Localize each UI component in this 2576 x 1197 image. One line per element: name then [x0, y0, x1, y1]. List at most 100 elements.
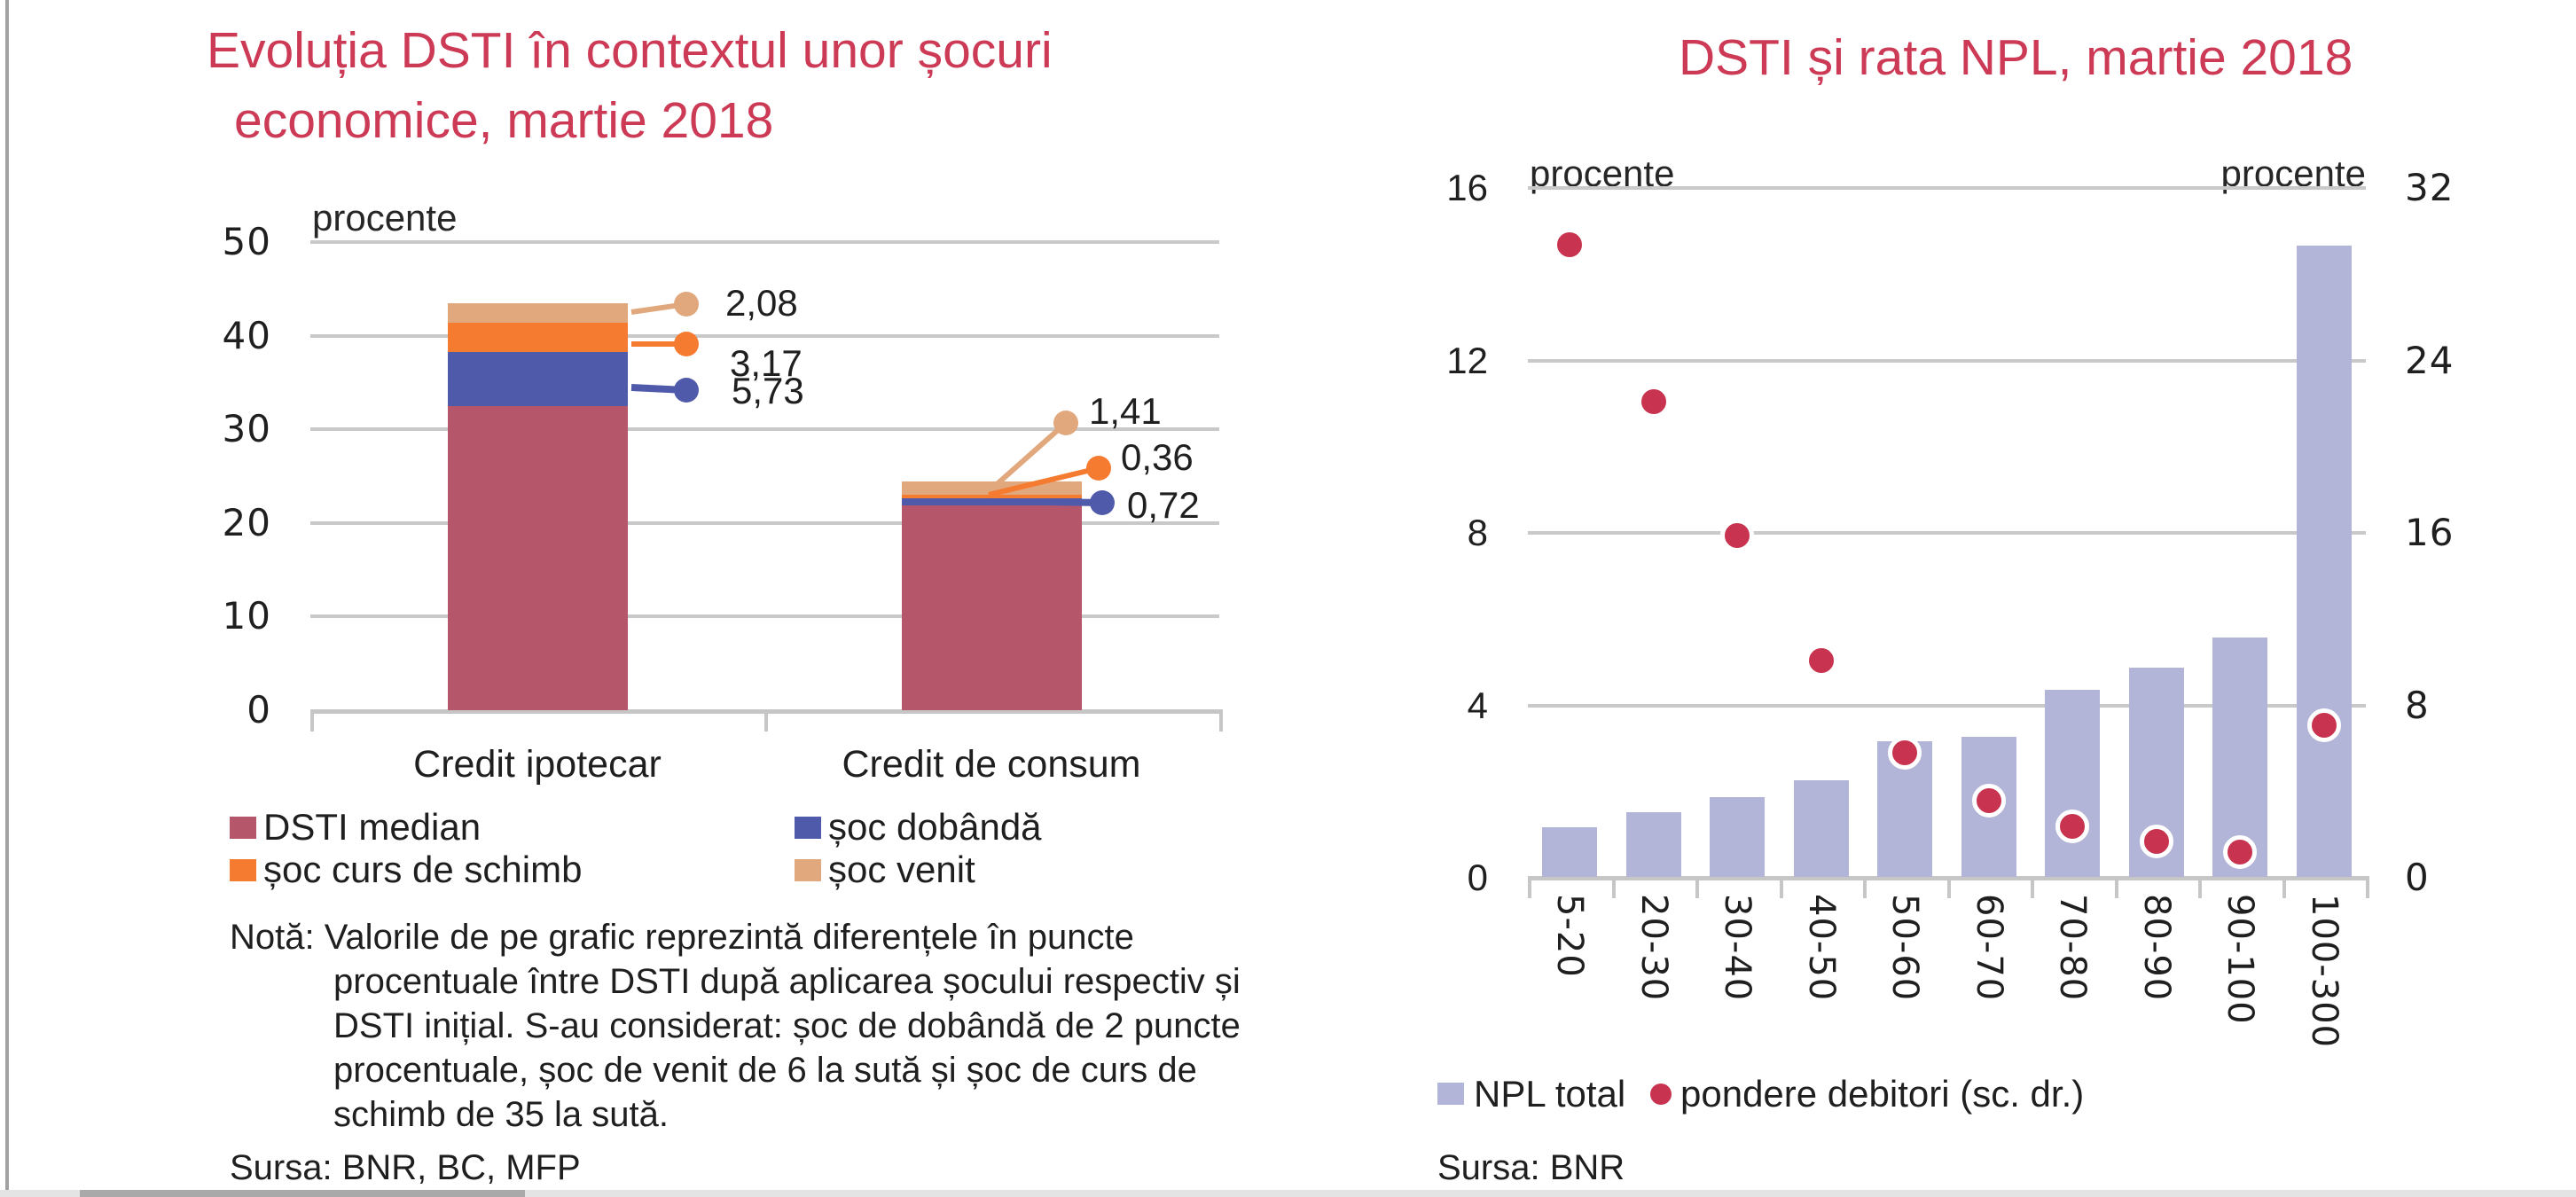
x-category-label: 40-50: [1801, 894, 1842, 1002]
left-axis-tick-label: 12: [1446, 339, 1488, 381]
legend-label-DSTI median: DSTI median: [263, 806, 482, 848]
note-line: DSTI inițial. S-au considerat: șoc de do…: [333, 1006, 1241, 1045]
data-label: 1,41: [1089, 390, 1162, 432]
bar-100-300: [2297, 246, 2352, 877]
note-line: Notă: Valorile de pe grafic reprezintă d…: [230, 918, 1134, 957]
scatter-point-20-30: [1637, 385, 1671, 419]
left-axis-tick-label: 8: [1467, 512, 1488, 554]
grid-line: [1528, 703, 2366, 708]
grid-line: [310, 240, 1219, 244]
right-chart-title: DSTI și rata NPL, martie 2018: [1679, 29, 2353, 86]
bar-segment-șoc dobândă: [447, 352, 628, 406]
x-axis-tick: [2366, 876, 2369, 898]
horizontal-scrollbar-thumb[interactable]: [80, 1190, 525, 1197]
data-label: 3,17: [730, 342, 803, 384]
bar-20-30: [1626, 812, 1681, 877]
x-category-label: 70-80: [2052, 894, 2093, 1002]
y-axis-tick-label: 20: [222, 500, 271, 544]
y-axis-tick-label: 50: [222, 220, 271, 263]
x-axis-tick: [2198, 876, 2202, 898]
bar-segment-DSTI median: [447, 405, 628, 710]
left-chart-category-2: Credit de consum: [842, 743, 1141, 786]
data-label-marker-șoc curs de schimb: [674, 332, 699, 356]
legend-label-npl-total: NPL total: [1474, 1073, 1626, 1115]
bar-5-20: [1542, 827, 1597, 877]
x-axis-tick: [1219, 709, 1223, 732]
x-axis-tick: [1695, 876, 1699, 898]
left-axis-tick-label: 0: [1467, 857, 1488, 898]
data-label-marker-șoc dobândă: [1090, 490, 1115, 515]
legend-label-șoc dobândă: șoc dobândă: [828, 806, 1042, 848]
x-axis-tick: [2031, 876, 2034, 898]
grid-line: [1528, 531, 2366, 536]
right-axis-tick-label: 24: [2405, 338, 2455, 382]
scatter-point-40-50: [1805, 643, 1838, 677]
bar-segment-șoc dobândă: [901, 498, 1082, 505]
legend-label-pondere-debitori: pondere debitori (sc. dr.): [1680, 1073, 2085, 1115]
scatter-point-90-100: [2223, 834, 2257, 869]
x-axis-tick: [2282, 876, 2286, 898]
x-category-label: 60-70: [1969, 894, 2009, 1002]
legend-swatch-șoc dobândă: [795, 817, 821, 839]
note-line: schimb de 35 la sută.: [333, 1095, 669, 1134]
left-chart-note: Notă: Valorile de pe grafic reprezintă d…: [230, 915, 1241, 1137]
bar-40-50: [1794, 779, 1849, 877]
left-axis-tick-label: 4: [1467, 684, 1488, 726]
note-line: procentuale, șoc de venit de 6 la sută ș…: [333, 1051, 1197, 1090]
x-axis-tick: [1528, 876, 1531, 898]
scatter-point-30-40: [1720, 518, 1754, 552]
x-category-label: 80-90: [2136, 894, 2177, 1002]
bar-segment-șoc venit: [901, 481, 1082, 496]
bar-segment-DSTI median: [901, 505, 1082, 710]
grid-line: [310, 427, 1219, 432]
legend-label-șoc curs de schimb: șoc curs de schimb: [263, 849, 583, 890]
bar-segment-șoc curs de schimb: [447, 322, 628, 353]
left-chart-title: Evoluția DSTI în contextul unor șocuri e…: [207, 16, 1053, 156]
left-chart-category-1: Credit ipotecar: [413, 743, 662, 786]
left-axis-tick-label: 16: [1446, 167, 1488, 209]
grid-line: [310, 614, 1219, 619]
y-axis-tick-label: 30: [222, 407, 271, 451]
scatter-point-5-20: [1553, 227, 1586, 262]
y-axis-tick-label: 10: [222, 594, 271, 638]
scatter-point-50-60: [1888, 736, 1922, 771]
legend-dot-pondere-debitori: [1650, 1084, 1672, 1105]
x-category-label: 90-100: [2220, 894, 2260, 1025]
x-category-label: 50-60: [1884, 894, 1925, 1002]
legend-swatch-șoc venit: [795, 859, 821, 881]
left-chart-source: Sursa: BNR, BC, MFP: [230, 1148, 581, 1187]
grid-line: [1528, 186, 2366, 191]
right-axis-tick-label: 0: [2405, 856, 2430, 899]
y-axis-tick-label: 40: [222, 313, 271, 357]
left-chart-axis-unit: procente: [312, 197, 458, 239]
bar-30-40: [1710, 797, 1765, 877]
right-axis-tick-label: 8: [2405, 683, 2430, 727]
x-category-label: 20-30: [1633, 894, 1674, 1002]
x-axis-tick: [1863, 876, 1867, 898]
page-left-border: [5, 0, 9, 1190]
data-label: 0,36: [1121, 436, 1194, 478]
bar-segment-șoc curs de schimb: [901, 495, 1082, 499]
bar-segment-șoc venit: [447, 302, 628, 323]
right-chart-source: Sursa: BNR: [1437, 1148, 1625, 1187]
data-label: 0,72: [1127, 484, 1200, 526]
x-axis-tick: [2115, 876, 2118, 898]
horizontal-scrollbar-track[interactable]: [0, 1190, 2576, 1197]
data-label: 2,08: [725, 282, 798, 324]
legend-swatch-DSTI median: [230, 817, 256, 839]
grid-line: [310, 520, 1219, 525]
x-category-label: 30-40: [1717, 894, 1758, 1002]
right-axis-tick-label: 16: [2405, 511, 2455, 555]
x-axis-tick: [1612, 876, 1616, 898]
scatter-point-60-70: [1972, 783, 2006, 818]
data-label-marker-șoc dobândă: [674, 378, 699, 403]
data-label-marker-șoc curs de schimb: [1086, 456, 1111, 481]
data-label-marker-șoc venit: [1053, 411, 1078, 435]
right-axis-tick-label: 32: [2405, 166, 2455, 210]
x-axis-tick: [764, 709, 768, 732]
scatter-point-80-90: [2140, 824, 2173, 858]
grid-line: [1528, 358, 2366, 363]
bar-70-80: [2045, 689, 2100, 877]
x-axis-tick: [1947, 876, 1951, 898]
